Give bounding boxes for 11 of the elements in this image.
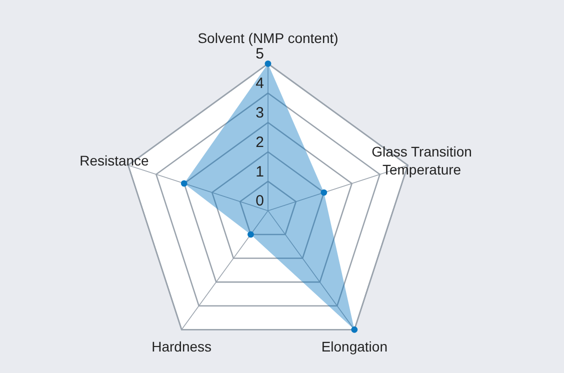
y-tick-label: 1 xyxy=(256,163,264,180)
spoke-label: Solvent (NMP content) xyxy=(198,30,338,46)
spoke-label: Hardness xyxy=(152,338,212,355)
spoke-label: Resistance xyxy=(80,152,150,169)
y-tick-label: 5 xyxy=(256,46,264,63)
y-tick-label: 0 xyxy=(256,192,264,210)
y-tick-label: 3 xyxy=(256,104,264,122)
y-tick-label: 4 xyxy=(256,75,264,92)
y-tick-label: 2 xyxy=(256,134,264,151)
spoke-label: Elongation xyxy=(321,338,388,355)
spoke-label: Glass Transition Temperature xyxy=(372,144,472,178)
